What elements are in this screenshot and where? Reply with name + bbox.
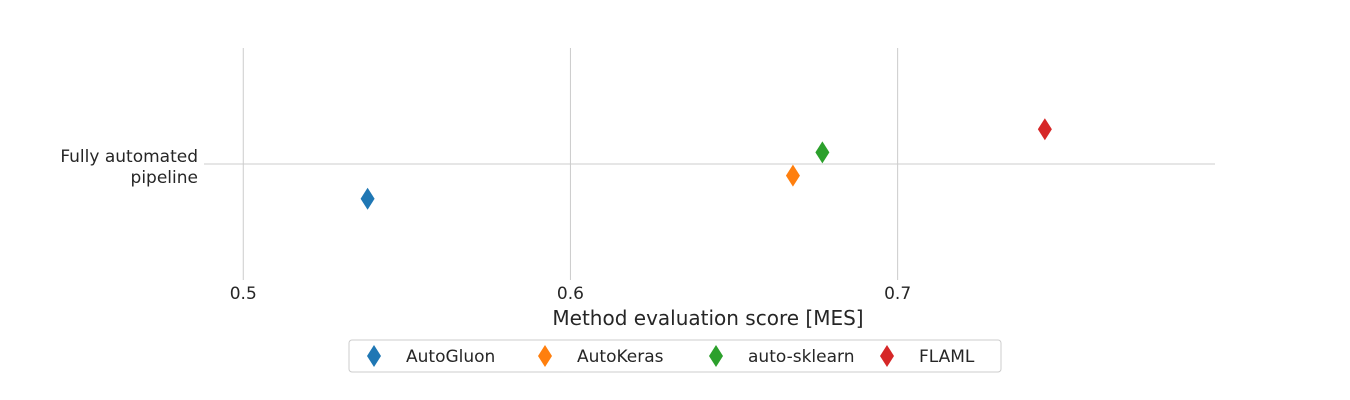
legend-label-autokeras: AutoKeras xyxy=(577,347,664,367)
legend-marker-autogluon xyxy=(367,345,381,367)
x-tick-label-0: 0.5 xyxy=(230,284,257,304)
point-autogluon xyxy=(360,187,375,210)
data-points xyxy=(360,118,1052,210)
x-tick-label-1: 0.6 xyxy=(557,284,584,304)
x-axis-label: Method evaluation score [MES] xyxy=(552,306,863,330)
legend-marker-auto-sklearn xyxy=(709,345,723,367)
legend-label-flaml: FLAML xyxy=(919,347,975,367)
legend-marker-flaml xyxy=(880,345,894,367)
point-autokeras xyxy=(785,164,800,187)
legend-label-auto-sklearn: auto-sklearn xyxy=(748,347,854,367)
y-category-labels: Fully automated pipeline xyxy=(60,147,198,188)
x-tick-label-2: 0.7 xyxy=(884,284,911,304)
legend-label-autogluon: AutoGluon xyxy=(406,347,495,367)
legend: AutoGluon AutoKeras auto-sklearn FLAML xyxy=(348,339,1002,373)
point-flaml xyxy=(1037,118,1052,141)
x-tick-labels: 0.5 0.6 0.7 xyxy=(230,284,911,304)
y-category-label-0: Fully automated pipeline xyxy=(60,147,198,188)
legend-marker-autokeras xyxy=(538,345,552,367)
point-auto-sklearn xyxy=(815,141,830,164)
legend-frame xyxy=(348,339,1002,373)
